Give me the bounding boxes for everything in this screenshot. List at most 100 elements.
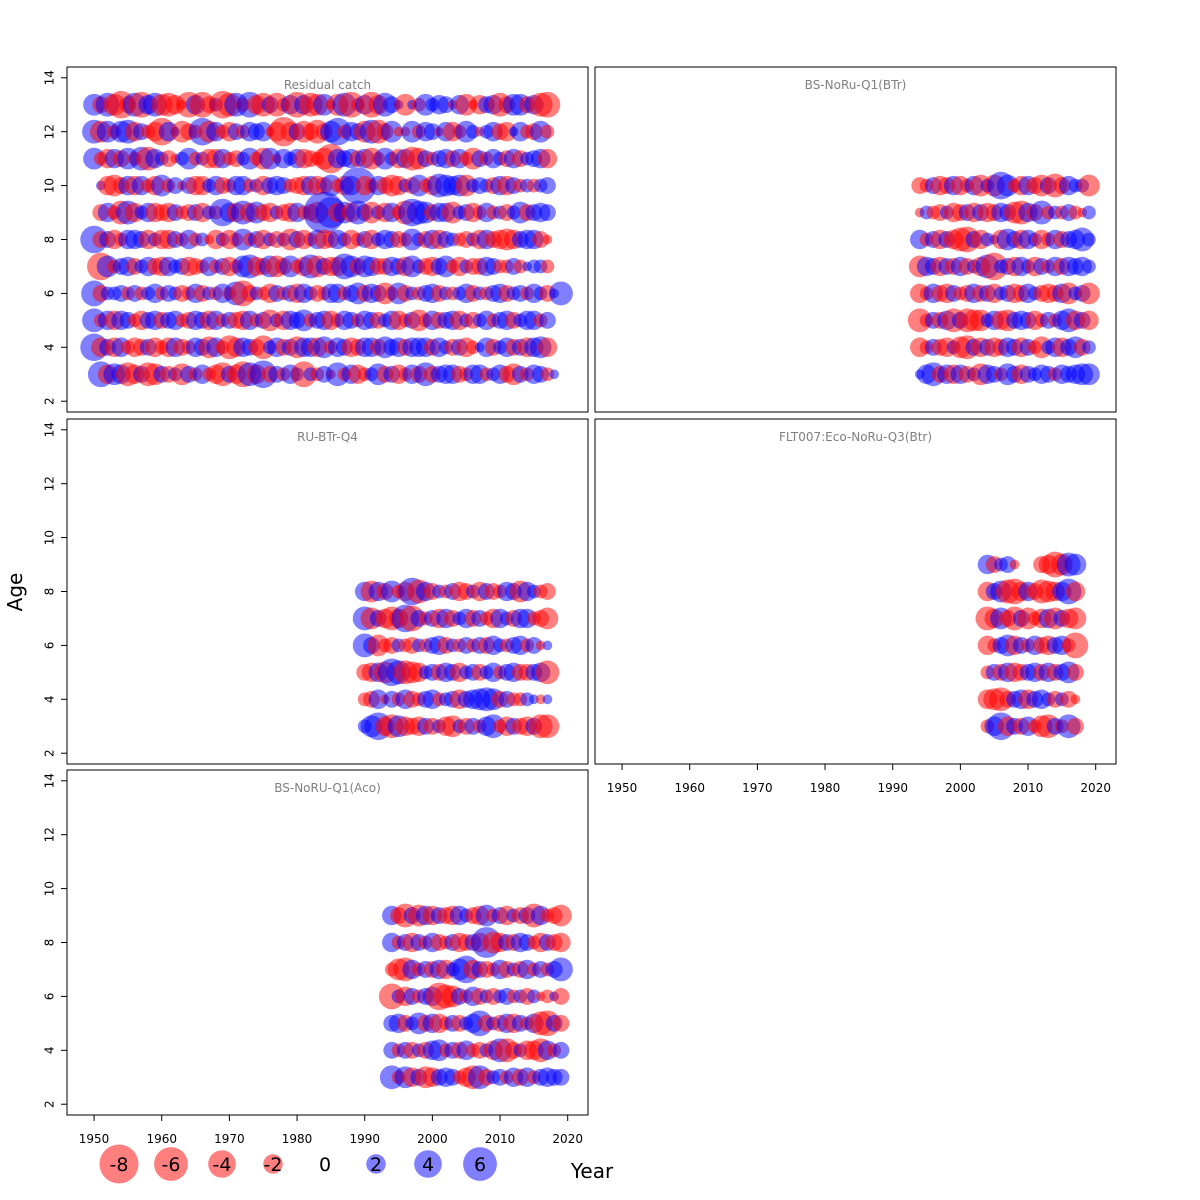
x-tick-label: 1960 bbox=[674, 781, 705, 795]
legend-label: -6 bbox=[162, 1154, 181, 1176]
x-tick-label: 1980 bbox=[810, 781, 841, 795]
bubble bbox=[548, 957, 573, 982]
legend-item: 4 bbox=[414, 1150, 442, 1178]
bubbles bbox=[975, 551, 1089, 741]
bubble bbox=[1064, 553, 1087, 576]
x-tick-label: 2020 bbox=[1080, 781, 1111, 795]
bubbles bbox=[80, 90, 573, 389]
y-tick-label: 12 bbox=[43, 124, 57, 139]
bubble bbox=[1009, 559, 1020, 570]
bubble bbox=[552, 1041, 570, 1059]
bubble bbox=[538, 177, 556, 195]
bubble bbox=[552, 1068, 570, 1086]
bubble bbox=[538, 311, 556, 329]
bubble bbox=[538, 204, 556, 221]
bubble bbox=[1079, 310, 1099, 331]
y-axis: 2 4 6 8 10 12 14 bbox=[43, 70, 68, 405]
bubble bbox=[542, 694, 553, 705]
y-tick-label: 2 bbox=[43, 749, 57, 757]
bubble bbox=[1065, 581, 1086, 602]
bubble bbox=[1064, 607, 1087, 630]
bubble bbox=[437, 96, 455, 114]
bubble bbox=[538, 583, 556, 600]
bubble bbox=[423, 123, 441, 141]
x-tick-label: 2010 bbox=[1013, 781, 1044, 795]
bubble bbox=[1082, 232, 1096, 247]
legend-label: -2 bbox=[264, 1154, 283, 1176]
y-tick-label: 10 bbox=[43, 530, 57, 545]
bubble bbox=[380, 120, 403, 143]
bubble bbox=[1078, 174, 1100, 197]
legend-bubble bbox=[366, 1154, 386, 1174]
bubble bbox=[535, 714, 560, 739]
bubble bbox=[1066, 717, 1084, 735]
bubble bbox=[551, 932, 571, 953]
legend-bubble bbox=[208, 1150, 236, 1178]
bubble bbox=[393, 126, 404, 137]
bubble bbox=[532, 231, 550, 248]
y-tick-label: 6 bbox=[43, 290, 57, 298]
bubble bbox=[999, 556, 1017, 573]
y-tick-label: 2 bbox=[43, 397, 57, 405]
x-tick-label: 1950 bbox=[79, 1132, 110, 1146]
bubble bbox=[1070, 694, 1081, 705]
panel-frame bbox=[594, 66, 1117, 413]
bubble bbox=[1060, 690, 1078, 708]
bubble bbox=[1078, 282, 1100, 305]
y-tick-label: 6 bbox=[43, 993, 57, 1001]
legend-bubble bbox=[154, 1147, 188, 1181]
legend-bubble bbox=[99, 1144, 139, 1184]
panel-title: FLT007:Eco-NoRu-Q3(Btr) bbox=[779, 430, 932, 444]
y-tick-label: 4 bbox=[43, 1046, 57, 1054]
y-tick-label: 12 bbox=[43, 476, 57, 491]
bubbles bbox=[352, 577, 560, 741]
legend-item: 2 bbox=[366, 1154, 386, 1176]
x-tick-label: 1990 bbox=[349, 1132, 380, 1146]
bubble bbox=[535, 660, 560, 685]
legend-label: 6 bbox=[474, 1154, 486, 1176]
x-tick-label: 2020 bbox=[552, 1132, 583, 1146]
bubble bbox=[1082, 259, 1096, 274]
x-axis: 1950 1960 1970 1980 1990 2000 2010 2020 bbox=[607, 763, 1111, 795]
bubble bbox=[550, 904, 572, 927]
bubble bbox=[552, 987, 570, 1005]
legend-label: 0 bbox=[319, 1154, 331, 1176]
y-tick-label: 6 bbox=[43, 642, 57, 650]
legend-item: 6 bbox=[463, 1147, 497, 1181]
bubble bbox=[536, 607, 559, 630]
legend-item: 0 bbox=[319, 1154, 331, 1176]
y-tick-label: 14 bbox=[43, 70, 57, 85]
legend: -8 -6 -4 -2 0 2 4 6 bbox=[99, 1144, 497, 1184]
x-tick-label: 1970 bbox=[214, 1132, 245, 1146]
y-tick-label: 8 bbox=[43, 588, 57, 596]
panel-5: BS-NoRU-Q1(Aco) 2 4 6 8 10 12 14 1950 1960 1970 198… bbox=[43, 769, 589, 1146]
x-tick-label: 1980 bbox=[282, 1132, 313, 1146]
y-tick-label: 10 bbox=[43, 178, 57, 193]
legend-bubble bbox=[463, 1147, 497, 1181]
x-axis-label: Year bbox=[570, 1159, 614, 1183]
x-tick-label: 2000 bbox=[417, 1132, 448, 1146]
bubble bbox=[166, 177, 184, 195]
y-tick-label: 4 bbox=[43, 695, 57, 703]
legend-item: -8 bbox=[99, 1144, 139, 1184]
y-tick-label: 14 bbox=[43, 773, 57, 788]
legend-bubble bbox=[414, 1150, 442, 1178]
bubble bbox=[535, 694, 546, 705]
panel-1: Residual catch 2 4 6 8 10 12 14 bbox=[43, 66, 589, 413]
legend-label: 2 bbox=[370, 1154, 382, 1176]
bubble bbox=[525, 636, 543, 654]
bubble bbox=[537, 148, 558, 169]
panels: Residual catch 2 4 6 8 10 12 14 BS-NoRu-Q1(BTr) R… bbox=[43, 66, 1117, 1146]
legend-item: -6 bbox=[154, 1147, 188, 1181]
bubble bbox=[253, 121, 273, 142]
x-tick-label: 1970 bbox=[742, 781, 773, 795]
y-tick-label: 10 bbox=[43, 881, 57, 896]
legend-label: 4 bbox=[422, 1154, 434, 1176]
x-tick-label: 2000 bbox=[945, 781, 976, 795]
legend-label: -4 bbox=[213, 1154, 232, 1176]
panel-title: BS-NoRU-Q1(Aco) bbox=[274, 781, 381, 795]
y-tick-label: 4 bbox=[43, 343, 57, 351]
y-tick-label: 8 bbox=[43, 939, 57, 947]
panel-2: BS-NoRu-Q1(BTr) bbox=[594, 66, 1117, 413]
y-axis: 2 4 6 8 10 12 14 bbox=[43, 773, 68, 1108]
